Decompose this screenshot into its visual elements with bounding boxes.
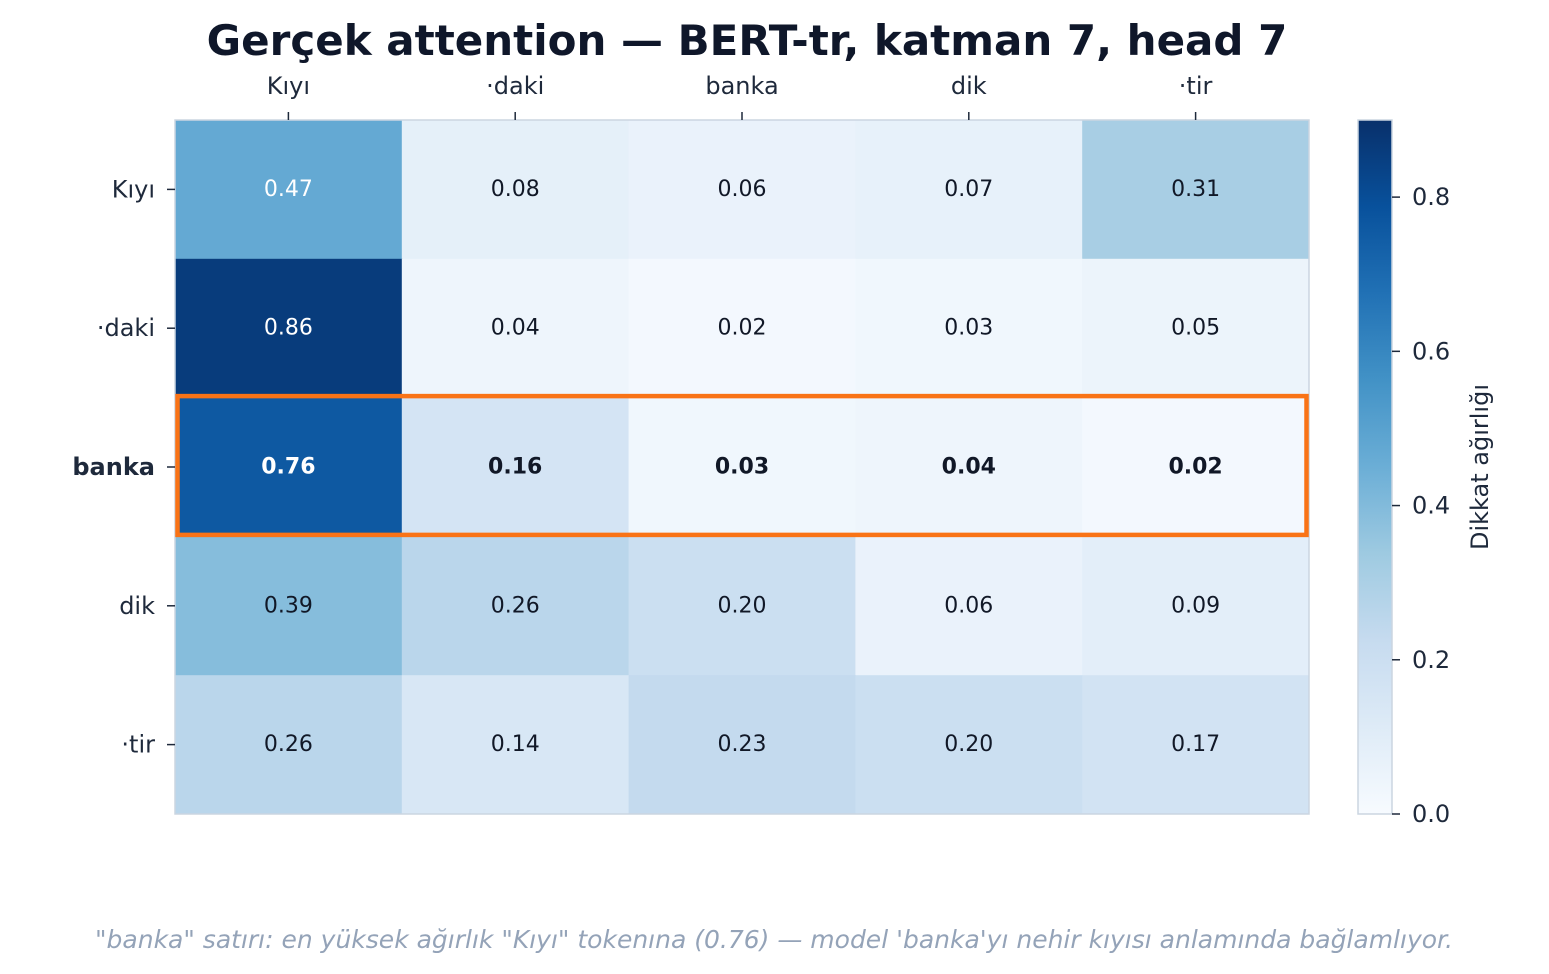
heatmap-cell-value: 0.05 xyxy=(1171,316,1220,341)
colorbar-ticks: 0.0 0.2 0.4 0.6 0.8 xyxy=(1392,183,1450,828)
heatmap-cell-value: 0.02 xyxy=(718,316,767,341)
x-tick-label: ·daki xyxy=(486,72,544,100)
x-tick-label: Kıyı xyxy=(267,72,310,100)
heatmap-cell-labels: 0.47 0.08 0.06 0.07 0.31 0.86 0.04 0.02 0.03 0.05… xyxy=(261,177,1222,757)
highlight-layer xyxy=(175,393,1309,538)
heatmap-cell xyxy=(628,258,856,399)
heatmap-cell-value: 0.06 xyxy=(718,177,767,202)
heatmap-cell-value: 0.02 xyxy=(1168,455,1222,480)
heatmap-cell-value: 0.16 xyxy=(488,455,542,480)
x-tick-label: dik xyxy=(951,72,987,100)
x-tick-label: ·tir xyxy=(1179,72,1213,100)
colorbar-label: Dikkat ağırlığı xyxy=(1466,384,1494,550)
x-axis-ticks: Kıyı ·daki banka dik ·tir xyxy=(267,72,1213,120)
heatmap-cells xyxy=(174,119,1310,815)
colorbar-tick-label: 0.2 xyxy=(1412,646,1450,674)
y-tick-label: ·daki xyxy=(97,314,155,342)
highlight-row-box xyxy=(175,393,1309,538)
heatmap-cell-value: 0.03 xyxy=(715,455,769,480)
heatmap-cell xyxy=(401,120,630,260)
y-tick-label: Kıyı xyxy=(112,175,155,203)
heatmap-cell-value: 0.09 xyxy=(1171,593,1220,618)
heatmap-cell xyxy=(855,675,1083,815)
heatmap-cell-value: 0.26 xyxy=(491,593,540,618)
heatmap-cell-value: 0.14 xyxy=(491,732,540,757)
footnote: "banka" satırı: en yüksek ağırlık "Kıyı"… xyxy=(95,925,1453,954)
heatmap-cell-value: 0.17 xyxy=(1171,732,1220,757)
heatmap-cell xyxy=(1082,536,1310,676)
heatmap-cell-value: 0.47 xyxy=(264,177,313,202)
heatmap-cell-value: 0.04 xyxy=(942,455,996,480)
heatmap-cell xyxy=(1082,397,1310,537)
heatmap-cell xyxy=(175,120,403,260)
heatmap-cell xyxy=(1082,258,1310,399)
heatmap-cell xyxy=(175,258,403,399)
colorbar-tick-label: 0.8 xyxy=(1412,183,1450,211)
heatmap-cell-value: 0.07 xyxy=(944,177,993,202)
heatmap-cell-value: 0.20 xyxy=(944,732,993,757)
heatmap-cell-value: 0.04 xyxy=(491,316,540,341)
heatmap-cell xyxy=(175,536,403,676)
heatmap-cell xyxy=(401,397,630,537)
heatmap-cell xyxy=(855,536,1083,676)
colorbar: 0.0 0.2 0.4 0.6 0.8 Dikkat ağırlığı xyxy=(1357,119,1494,828)
heatmap-cell-value: 0.76 xyxy=(261,455,315,480)
heatmap-cell-value: 0.20 xyxy=(718,593,767,618)
chart-title: Gerçek attention — BERT-tr, katman 7, he… xyxy=(207,16,1288,65)
heatmap-cell xyxy=(401,675,630,815)
heatmap-cell xyxy=(855,120,1083,260)
heatmap-cell-value: 0.26 xyxy=(264,732,313,757)
x-tick-label: banka xyxy=(705,72,778,100)
heatmap-cell xyxy=(628,120,856,260)
heatmap-cell xyxy=(1082,120,1310,260)
heatmap-cell xyxy=(401,536,630,676)
heatmap-cell xyxy=(628,675,856,815)
heatmap-cell xyxy=(628,536,856,676)
heatmap-cell xyxy=(175,675,403,815)
heatmap-cell xyxy=(628,397,856,537)
heatmap-cell xyxy=(175,397,403,537)
heatmap-cell-value: 0.39 xyxy=(264,593,313,618)
heatmap-cell xyxy=(855,258,1083,399)
heatmap-cell-value: 0.08 xyxy=(491,177,540,202)
heatmap-cell-value: 0.06 xyxy=(944,593,993,618)
colorbar-tick-label: 0.4 xyxy=(1412,492,1450,520)
y-tick-label: ·tir xyxy=(121,731,155,759)
y-axis-ticks: Kıyı ·daki banka dik ·tir xyxy=(72,175,175,759)
heatmap-cell-value: 0.23 xyxy=(718,732,767,757)
colorbar-gradient xyxy=(1357,119,1393,815)
heatmap-cell-value: 0.86 xyxy=(264,316,313,341)
heatmap-cell-value: 0.03 xyxy=(944,316,993,341)
heatmap-cell xyxy=(855,397,1083,537)
heatmap-cell-value: 0.31 xyxy=(1171,177,1220,202)
colorbar-tick-label: 0.0 xyxy=(1412,800,1450,828)
heatmap-cell xyxy=(1082,675,1310,815)
colorbar-tick-label: 0.6 xyxy=(1412,337,1450,365)
y-tick-label: banka xyxy=(72,453,155,481)
heatmap-cell xyxy=(401,258,630,399)
y-tick-label: dik xyxy=(119,592,155,620)
